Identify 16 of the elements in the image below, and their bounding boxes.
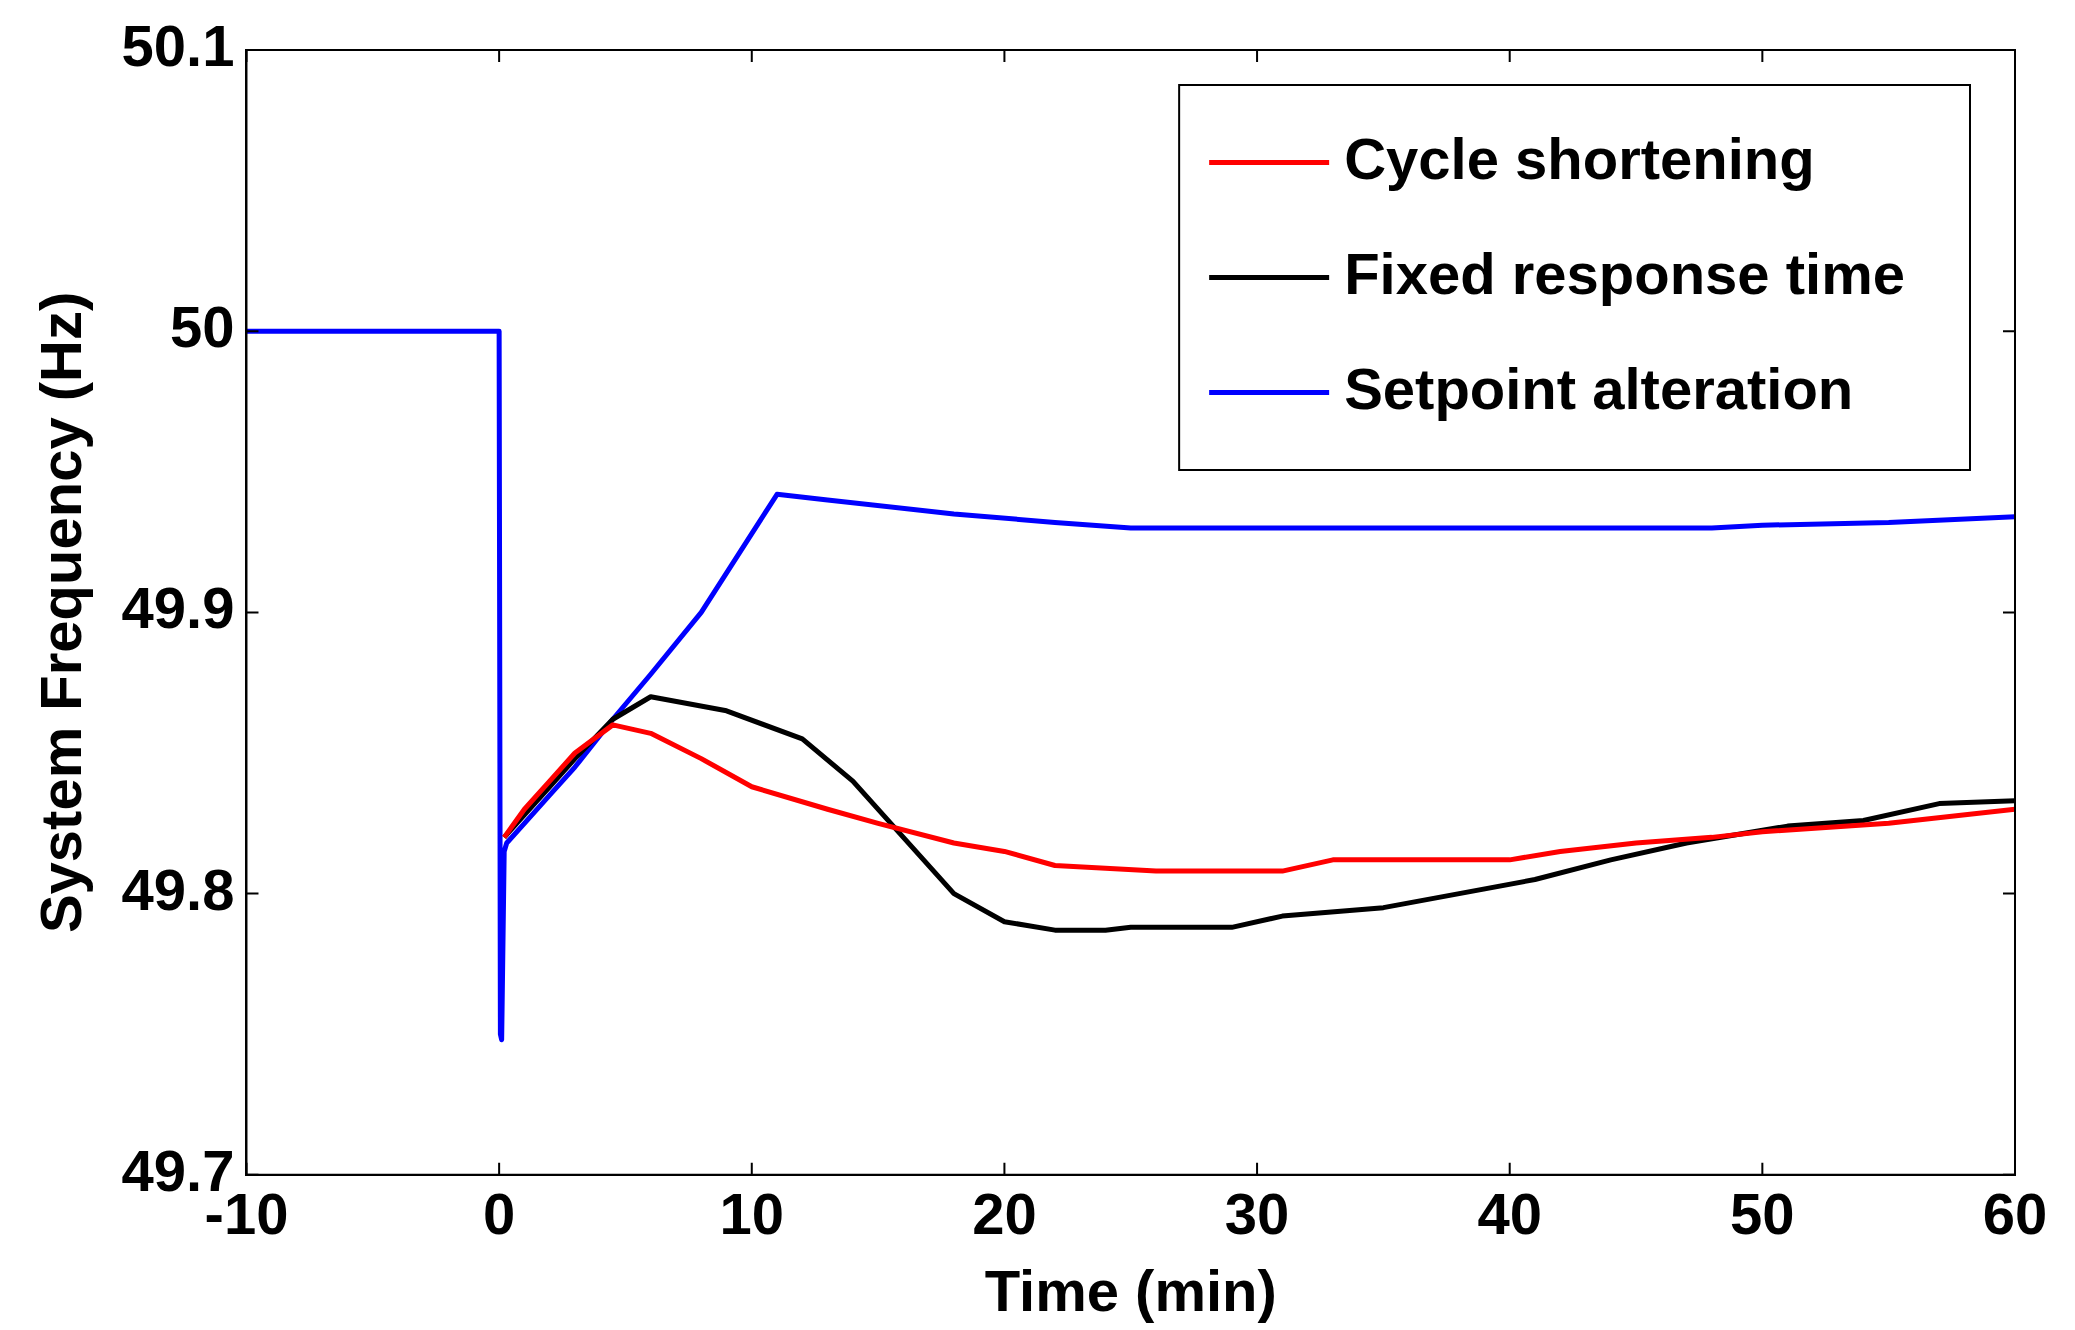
legend-label: Fixed response time bbox=[1344, 240, 1905, 306]
x-tick-label: 40 bbox=[1477, 1180, 1542, 1246]
y-tick-label: 49.9 bbox=[121, 575, 235, 641]
legend-label: Cycle shortening bbox=[1344, 125, 1815, 191]
x-tick-label: 50 bbox=[1730, 1180, 1795, 1246]
x-tick-label: 0 bbox=[483, 1180, 516, 1246]
x-tick-label: 10 bbox=[719, 1180, 785, 1246]
x-tick-label: 20 bbox=[972, 1180, 1037, 1246]
y-axis-title: System Frequency (Hz) bbox=[27, 291, 93, 934]
legend-label: Setpoint alteration bbox=[1344, 355, 1854, 421]
x-axis-title: Time (min) bbox=[984, 1258, 1277, 1324]
x-tick-label: 60 bbox=[1982, 1180, 2048, 1246]
y-tick-label: 50.1 bbox=[121, 13, 235, 78]
x-tick-label: 30 bbox=[1224, 1180, 1290, 1246]
y-tick-label: 49.8 bbox=[121, 856, 235, 922]
y-tick-label: 50 bbox=[169, 294, 235, 360]
